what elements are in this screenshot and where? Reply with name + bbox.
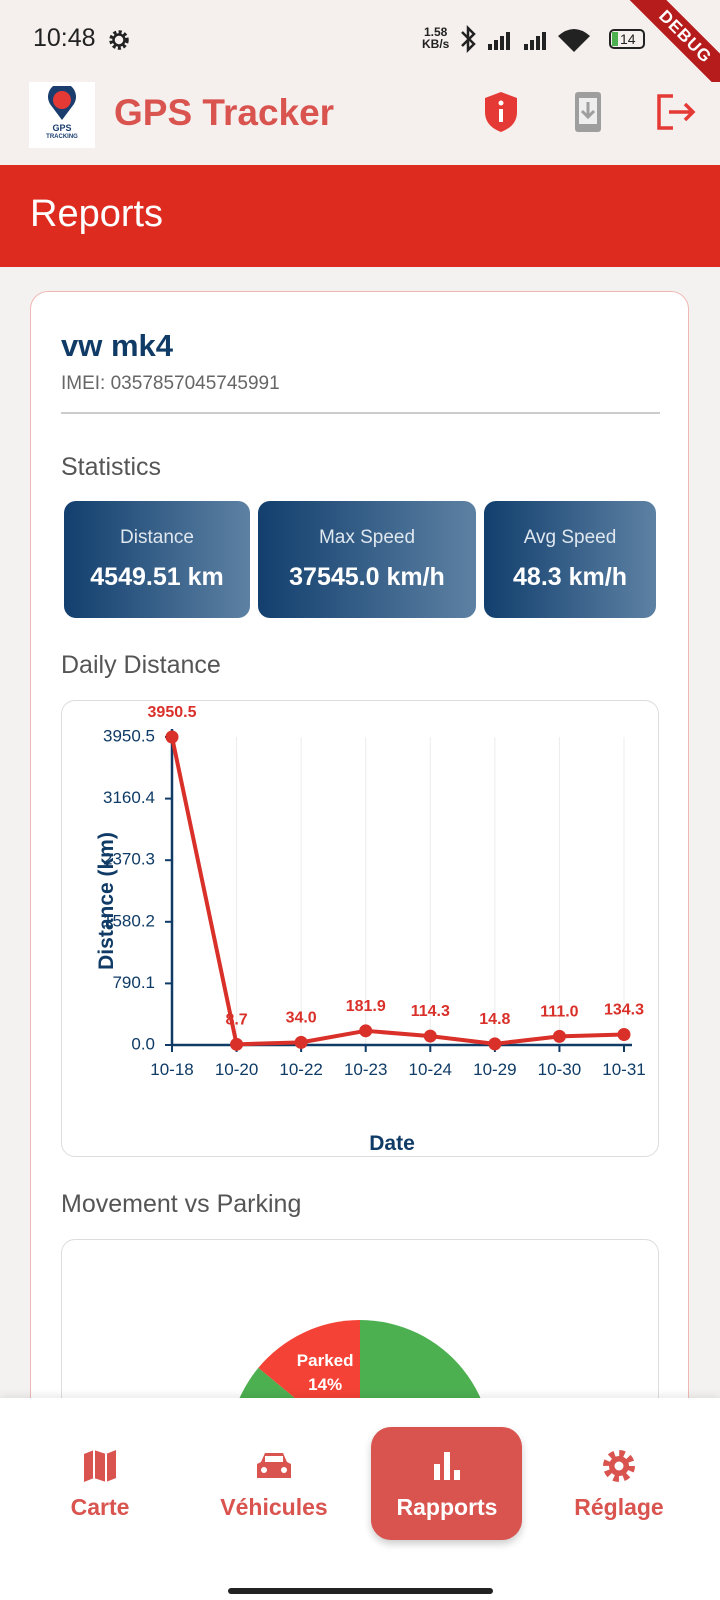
vehicle-imei: IMEI: 0357857045745991 <box>61 373 280 394</box>
x-tick-label: 10-22 <box>279 1060 322 1079</box>
x-tick-label: 10-23 <box>344 1060 387 1079</box>
value-label: 114.3 <box>411 1003 450 1020</box>
stat-label: Distance <box>120 527 194 548</box>
x-tick-label: 10-29 <box>473 1060 516 1079</box>
data-point <box>488 1037 502 1051</box>
logo-pin <box>48 86 76 120</box>
x-tick-label: 10-30 <box>538 1060 581 1079</box>
x-tick-label: 10-24 <box>409 1060 452 1079</box>
stat-value: 48.3 km/h <box>513 563 627 591</box>
line-chart: 0.0 790.1 1580.2 2370.3 3160.4 3950.5 10-18 10-… <box>95 704 646 1155</box>
status-bar: 10:48 1.58 KB/s 14 DEBUG <box>0 0 720 107</box>
stat-value: 4549.51 km <box>90 563 224 591</box>
nav-item[interactable]: Réglage <box>534 1398 704 1558</box>
stat-card: Avg Speed 48.3 km/h <box>484 501 656 618</box>
logo-subtext: TRACKING <box>46 134 78 140</box>
page-title: Reports <box>30 193 164 235</box>
net-speed-value: 1.58 <box>423 25 448 39</box>
y-tick-label: 3160.4 <box>103 788 155 807</box>
battery-text: 14 <box>620 31 636 47</box>
home-indicator <box>228 1588 493 1594</box>
x-tick-label: 10-18 <box>150 1060 193 1079</box>
y-tick-label: 790.1 <box>112 973 155 992</box>
y-tick-label: 3950.5 <box>103 726 155 745</box>
battery: 14 <box>609 29 645 49</box>
value-label: 34.0 <box>286 1009 317 1026</box>
nav-label: Rapports <box>396 1494 498 1520</box>
app-title: GPS Tracker <box>114 92 335 133</box>
nav-label: Réglage <box>574 1494 664 1520</box>
data-point <box>423 1029 437 1043</box>
chart-title: Daily Distance <box>61 651 221 679</box>
stat-value: 37545.0 km/h <box>289 563 445 591</box>
battery-level <box>612 32 618 46</box>
nav-item[interactable]: Rapports <box>362 1398 532 1558</box>
logo: GPS TRACKING <box>29 82 95 148</box>
data-point <box>617 1028 631 1042</box>
y-tick-label: 0.0 <box>131 1034 155 1053</box>
gear-icon <box>603 1450 635 1482</box>
map-icon <box>84 1450 116 1482</box>
statistics-title: Statistics <box>61 453 162 481</box>
y-axis-label: Distance (km) <box>95 832 118 970</box>
logout-button[interactable] <box>655 92 697 132</box>
car-icon <box>257 1453 291 1478</box>
y-tick-label: 2370.3 <box>103 850 155 869</box>
page-header: Reports <box>0 165 720 267</box>
stat-label: Avg Speed <box>523 527 617 548</box>
stat-card: Distance 4549.51 km <box>64 501 250 618</box>
nav-active-pill <box>371 1427 522 1540</box>
data-point <box>165 730 179 744</box>
vehicle-name: vw mk4 <box>61 328 174 363</box>
shield-button[interactable] <box>481 90 521 134</box>
value-label: 14.8 <box>479 1011 510 1028</box>
app-bar: GPS TRACKING GPS Tracker <box>0 82 720 165</box>
value-label: 134.3 <box>604 1002 644 1019</box>
nav-item[interactable]: Carte <box>15 1398 185 1558</box>
slice-value: 14% <box>308 1375 342 1394</box>
net-speed: 1.58 KB/s <box>422 26 449 50</box>
slice-label: Parked <box>297 1351 354 1370</box>
stat-card: Max Speed 37545.0 km/h <box>258 501 476 618</box>
nav-label: Carte <box>70 1494 130 1520</box>
net-speed-unit: KB/s <box>422 37 450 51</box>
chart-icon <box>434 1452 460 1480</box>
bottom-nav: Carte Véhicules Rapports Réglage <box>0 1398 720 1600</box>
download-button[interactable] <box>573 90 603 134</box>
data-point <box>294 1035 308 1049</box>
value-label: 3950.5 <box>148 704 197 721</box>
logo-text: GPS <box>52 123 72 133</box>
nav-item[interactable]: Véhicules <box>189 1398 359 1558</box>
value-label: 111.0 <box>540 1003 578 1020</box>
data-point <box>230 1037 244 1051</box>
stat-label: Max Speed <box>318 527 416 548</box>
data-line <box>170 736 625 1047</box>
y-tick-label: 1580.2 <box>103 911 155 930</box>
divider <box>61 412 660 414</box>
x-tick-label: 10-20 <box>215 1060 258 1079</box>
chart-title: Movement vs Parking <box>61 1190 302 1218</box>
data-point <box>359 1024 373 1038</box>
data-point <box>552 1029 566 1043</box>
settings-status-icon <box>109 30 129 50</box>
nav-label: Véhicules <box>220 1494 328 1520</box>
x-tick-label: 10-31 <box>602 1060 645 1079</box>
status-icons <box>461 24 590 54</box>
x-axis-label: Date <box>369 1132 415 1155</box>
value-label: 8.7 <box>225 1011 247 1028</box>
value-label: 181.9 <box>346 998 386 1015</box>
clock: 10:48 <box>33 24 96 52</box>
